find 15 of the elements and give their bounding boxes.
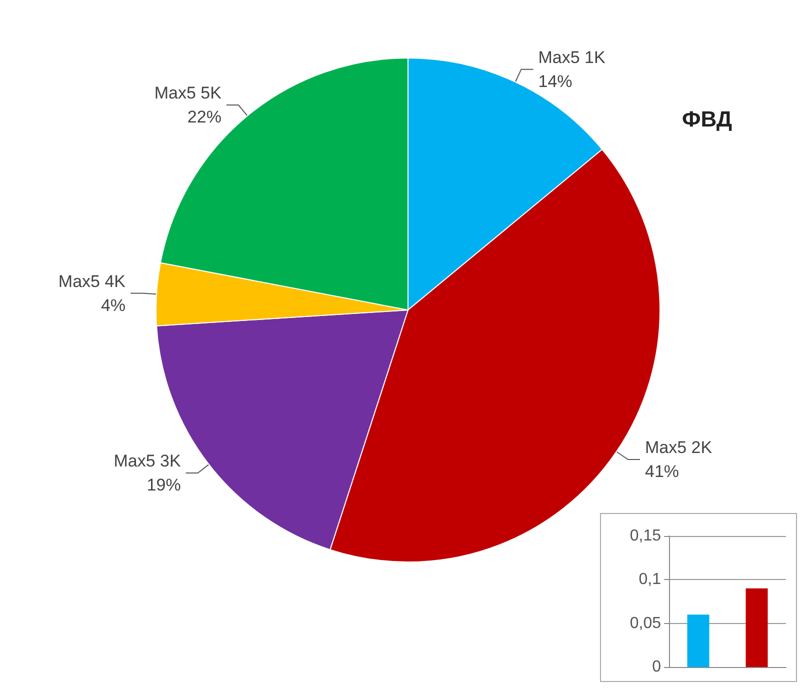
y-tick-label: 0 [652,658,662,676]
text: ФВД [682,106,732,132]
slice-label: Max5 5K [154,84,222,103]
data-label: 41% [645,462,680,482]
slice-label: Max5 1K [538,48,606,67]
slice-label: Max5 3K [114,452,182,471]
y-tick-label: 0,15 [630,528,662,544]
data-label: 19% [146,476,181,495]
slice-label: Max5 4K [58,272,126,291]
data-label: 22% [187,108,222,127]
y-tick-label: 0,1 [638,571,662,588]
slice-label: Max5 2K [645,438,713,458]
y-tick-label: 0,05 [630,614,662,632]
data-label: 4% [100,296,126,315]
data-label: 14% [538,72,572,91]
